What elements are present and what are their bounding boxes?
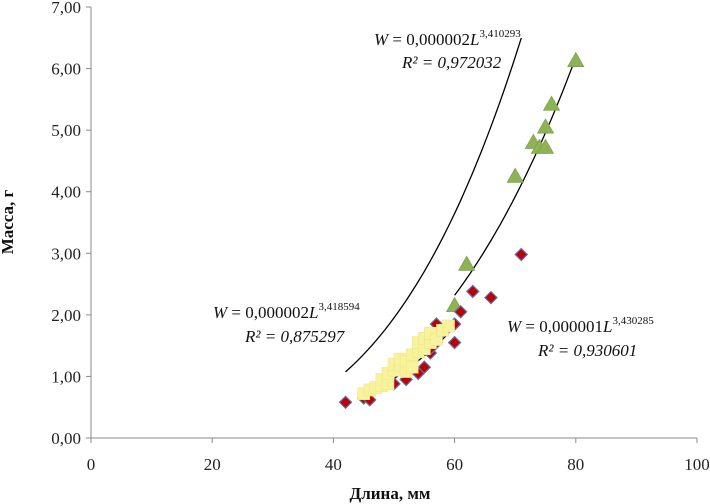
data-point-triangle	[536, 118, 555, 134]
y-tick-label: 7,00	[51, 0, 81, 17]
data-point-square	[405, 360, 419, 374]
x-tick-label: 60	[446, 455, 463, 474]
data-point-triangle	[458, 255, 476, 271]
y-axis-title: Масса, г	[0, 189, 17, 254]
x-tick-label: 100	[684, 455, 710, 474]
y-tick-label: 0,00	[51, 429, 81, 448]
y-tick-label: 1,00	[51, 367, 81, 386]
data-point-diamond	[338, 395, 353, 410]
equation-series-1: W = 0,000002L3,410293	[374, 28, 521, 49]
data-point-square	[442, 319, 455, 333]
x-axis-title: Длина, мм	[350, 484, 431, 503]
data-point-diamond	[417, 360, 432, 375]
y-tick-label: 3,00	[51, 244, 81, 263]
r2-series-1: R² = 0,972032	[401, 53, 502, 72]
data-point-diamond	[453, 304, 468, 319]
x-tick-label: 20	[204, 455, 221, 474]
data-point-triangle	[567, 51, 585, 67]
data-point-triangle	[542, 95, 561, 111]
data-point-diamond	[465, 284, 480, 299]
data-point-triangle	[506, 167, 524, 183]
y-tick-label: 4,00	[51, 183, 81, 202]
data-point-diamond	[447, 335, 462, 350]
data-points	[338, 51, 585, 410]
r2-series-3: R² = 0,875297	[244, 327, 346, 346]
x-tick-label: 80	[567, 455, 584, 474]
r2-series-2: R² = 0,930601	[537, 341, 637, 360]
trend-line-series-2	[345, 37, 522, 373]
data-point-diamond	[484, 290, 498, 305]
data-point-diamond	[514, 247, 529, 262]
x-tick-label: 40	[325, 455, 342, 474]
y-tick-label: 2,00	[51, 306, 81, 325]
y-tick-label: 5,00	[51, 121, 81, 140]
equation-series-2: W = 0,000001L3,430285	[507, 315, 654, 336]
equation-series-3: W = 0,000002L3,418594	[213, 301, 360, 322]
x-tick-label: 0	[87, 455, 96, 474]
y-tick-label: 6,00	[51, 60, 81, 79]
data-point-triangle	[536, 138, 555, 154]
axes: 0,00 1,00 2,00 3,00 4,00 5,00 6,00 7,00 0 20 40 60 8…	[51, 0, 710, 474]
